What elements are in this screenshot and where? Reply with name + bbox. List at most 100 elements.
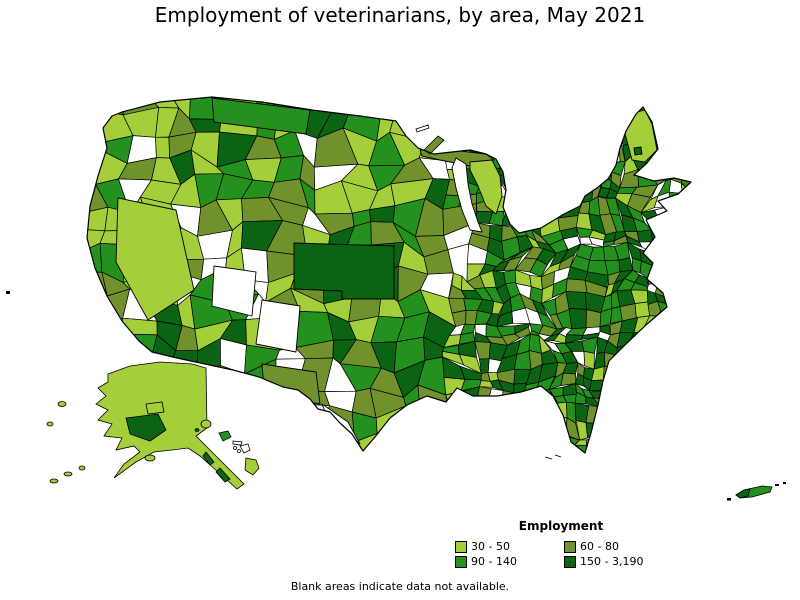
map-area: [682, 331, 691, 346]
map-area: [750, 448, 765, 453]
map-area: [750, 342, 763, 352]
keweenaw-peninsula: [423, 135, 445, 155]
map-area: [756, 317, 772, 331]
map-area: [761, 451, 777, 469]
map-area: [514, 257, 538, 273]
map-area: [608, 97, 623, 118]
map-area: [669, 370, 686, 382]
map-area: [749, 190, 767, 208]
map-area: [501, 333, 521, 346]
map-area: [523, 155, 536, 172]
map-area: [508, 430, 515, 445]
map-area: [682, 354, 691, 375]
map-area: [727, 328, 742, 343]
map-area: [724, 266, 740, 286]
map-area: [696, 292, 711, 309]
map-area: [537, 136, 560, 152]
map-area: [501, 236, 521, 261]
map-area: [761, 412, 777, 427]
map-area: [721, 303, 735, 317]
map-area: [741, 313, 758, 320]
page-title: Employment of veterinarians, by area, Ma…: [154, 3, 646, 27]
map-area: [663, 293, 683, 306]
map-area: [723, 452, 739, 468]
map-area: [606, 390, 625, 404]
map-area: [699, 382, 714, 398]
map-area: [536, 144, 555, 160]
map-area: [87, 319, 101, 350]
map-area: [460, 97, 484, 115]
map-area: [746, 224, 758, 236]
area-north-montana: [211, 97, 311, 135]
map-area: [759, 129, 773, 150]
map-area: [639, 342, 657, 362]
map-area: [511, 155, 528, 167]
map-area: [566, 451, 587, 453]
map-area: [531, 205, 542, 224]
map-area: [693, 149, 706, 161]
map-area: [758, 234, 768, 249]
map-area: [626, 235, 643, 248]
map-area: [735, 302, 750, 312]
map-area: [669, 253, 691, 265]
map-area: [734, 175, 752, 192]
map-area: [543, 115, 563, 129]
map-area: [655, 380, 669, 397]
map-area: [720, 382, 735, 399]
map-area: [736, 204, 749, 218]
map-area: [714, 167, 737, 184]
alaska-panhandle-area-2: [215, 467, 231, 483]
map-area: [473, 137, 492, 146]
map-area: [665, 431, 685, 451]
map-area: [645, 388, 657, 403]
map-area: [565, 278, 588, 294]
map-area: [727, 103, 737, 122]
map-area: [729, 91, 737, 106]
map-area: [565, 152, 587, 164]
map-area: [684, 145, 691, 160]
map-area: [707, 136, 718, 148]
map-area: [597, 159, 613, 173]
map-area: [733, 109, 750, 126]
map-area: [586, 445, 604, 453]
map-area: [474, 414, 492, 426]
map-area: [692, 306, 711, 321]
map-area: [658, 448, 681, 453]
map-area: [525, 203, 535, 220]
map-area: [481, 97, 495, 102]
area-nevada: [115, 197, 195, 321]
map-area: [684, 446, 691, 453]
map-area: [740, 351, 754, 367]
map-area: [481, 97, 494, 114]
map-area: [530, 469, 542, 487]
map-area: [701, 456, 713, 466]
map-area: [503, 123, 515, 141]
map-area: [503, 424, 515, 436]
map-area: [746, 216, 763, 226]
legend-item: 90 - 140: [455, 555, 564, 568]
map-area: [651, 97, 665, 100]
map-area: [761, 212, 774, 224]
legend-swatch-icon: [455, 555, 467, 568]
map-area: [568, 308, 587, 330]
map-area: [752, 263, 763, 280]
map-area: [681, 304, 691, 322]
legend-label: 60 - 80: [580, 540, 619, 553]
map-area: [631, 257, 642, 274]
map-area: [731, 342, 741, 359]
map-area: [722, 377, 738, 388]
map-area: [665, 419, 679, 433]
map-area: [579, 236, 593, 245]
map-area: [372, 433, 398, 453]
map-area: [724, 367, 739, 378]
map-area: [474, 310, 493, 325]
map-area: [640, 195, 659, 213]
map-area: [749, 376, 758, 391]
map-area: [673, 311, 685, 334]
map-area: [687, 462, 702, 470]
area-four-corners-blank-2: [255, 299, 301, 353]
map-area: [462, 419, 483, 439]
map-legend: Employment 30 - 50 60 - 80 90 - 140 150 …: [455, 519, 671, 568]
map-area: [695, 204, 710, 223]
map-area: [737, 153, 758, 167]
